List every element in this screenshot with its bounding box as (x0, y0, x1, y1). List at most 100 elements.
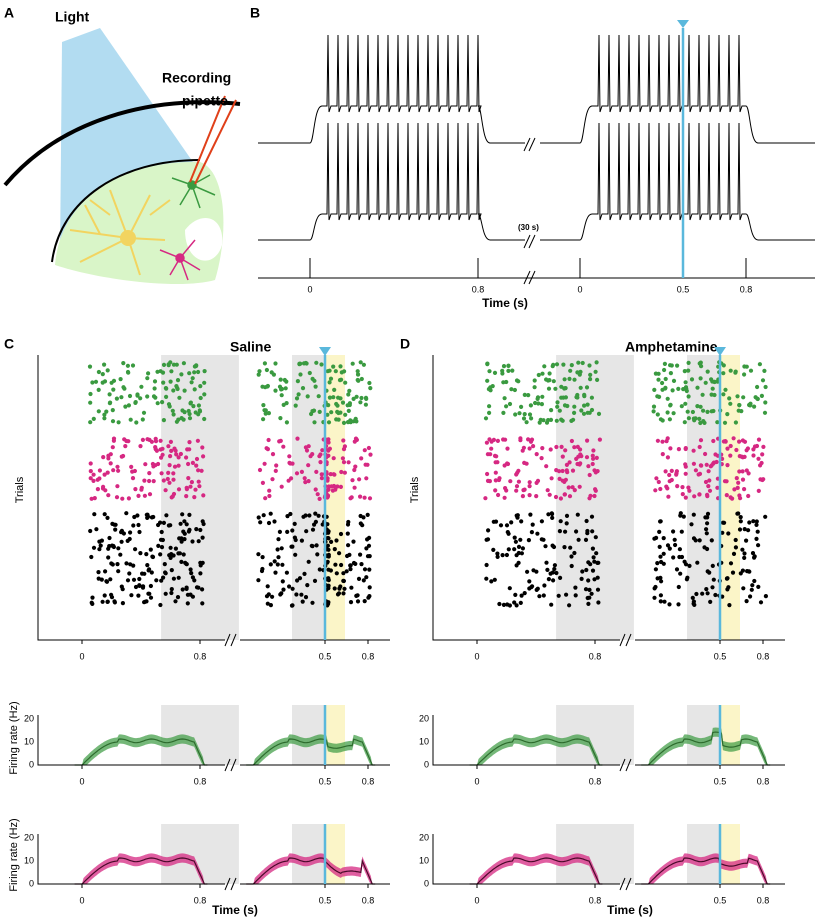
spike-dot (279, 386, 285, 392)
spike-dot (186, 476, 191, 481)
spike-dot (505, 530, 510, 535)
spike-dot (181, 552, 186, 557)
spike-dot (728, 453, 733, 458)
spike-dot (584, 455, 590, 460)
spike-dot (332, 586, 337, 591)
spike-dot (331, 483, 337, 489)
spike-dot (127, 571, 132, 576)
spike-dot (313, 384, 318, 389)
spike-dot (310, 376, 315, 381)
spike-dot (558, 496, 564, 501)
spike-dot (527, 484, 532, 489)
spike-dot (273, 468, 278, 473)
spike-dot (700, 392, 705, 397)
spike-dot (563, 529, 568, 534)
spike-dot (168, 523, 173, 528)
inner-arc (51, 159, 201, 263)
spike-dot (680, 485, 685, 490)
x-tick-label: 0.8 (362, 895, 375, 905)
spike-dot (276, 537, 281, 542)
spike-dot (273, 570, 278, 575)
spike-dot (332, 547, 337, 552)
spike-dot (713, 452, 718, 457)
spike-dot (307, 370, 312, 376)
spike-dot (341, 591, 346, 596)
spike-dot (569, 563, 574, 569)
spike-dot (501, 602, 506, 608)
spike-dot (342, 586, 347, 591)
spike-dot (587, 363, 592, 368)
spike-dot (586, 578, 591, 583)
spike-dot (87, 364, 93, 369)
spike-dot (131, 523, 136, 528)
spike-dot (529, 437, 535, 442)
spike-dot (568, 368, 573, 373)
spike-dot (138, 396, 143, 401)
spike-dot (325, 478, 330, 483)
spike-dot (553, 386, 558, 391)
spike-dot (596, 411, 602, 416)
spike-dot (326, 403, 331, 408)
y-tick-label: 20 (24, 832, 34, 842)
spike-dot (679, 529, 684, 534)
spike-dot (346, 392, 351, 397)
spike-dot (113, 527, 118, 532)
spike-dot (115, 484, 120, 489)
spike-dot (118, 552, 123, 557)
spike-dot (196, 468, 201, 473)
spike-dot (706, 469, 711, 474)
spike-dot (738, 515, 743, 520)
spike-dot (658, 519, 663, 524)
spike-dot (564, 462, 570, 467)
spike-dot (339, 562, 344, 568)
spike-dot (501, 410, 506, 415)
spike-dot (509, 387, 514, 392)
rate-band (246, 853, 376, 884)
spike-dot (660, 380, 665, 386)
spike-dot (491, 547, 496, 553)
spike-dot (363, 402, 368, 407)
spike-dot (577, 484, 582, 489)
spike-dot (510, 368, 515, 373)
spike-dot (587, 595, 592, 600)
spike-dot (756, 488, 761, 493)
spike-dot (526, 538, 532, 543)
spike-dot (506, 363, 511, 368)
spike-dot (508, 479, 513, 484)
spike-dot (169, 590, 174, 596)
spike-dot (521, 445, 527, 450)
spike-dot (656, 371, 661, 376)
spike-dot (704, 527, 709, 532)
spike-dot (200, 560, 205, 566)
spike-dot (496, 492, 501, 498)
spike-dot (358, 360, 363, 365)
spike-dot (315, 552, 320, 557)
spike-dot (751, 453, 756, 458)
stim-marker (319, 347, 331, 356)
spike-dot (177, 536, 182, 541)
spike-dot (563, 395, 569, 400)
spike-dot (326, 484, 331, 489)
rate-band (469, 853, 603, 884)
spike-dot (723, 387, 728, 392)
spike-dot (168, 545, 173, 550)
spike-dot (549, 511, 554, 516)
spike-dot (709, 538, 714, 543)
spike-dot (313, 487, 318, 492)
spike-dot (366, 445, 371, 451)
spike-dot (310, 527, 316, 532)
x-tick-label: 0.8 (362, 651, 375, 661)
spike-dot (198, 571, 203, 576)
spike-dot (173, 546, 178, 551)
spike-dot (335, 592, 341, 597)
spike-dot (683, 385, 689, 390)
spike-dot (124, 511, 129, 516)
spike-dot (310, 544, 315, 549)
spike-dot (365, 462, 370, 467)
spike-dot (314, 543, 319, 548)
spike-dot (201, 454, 206, 459)
spike-dot (522, 591, 527, 596)
spike-dot (674, 471, 679, 476)
spike-dot (184, 487, 189, 492)
spike-dot (192, 578, 197, 583)
